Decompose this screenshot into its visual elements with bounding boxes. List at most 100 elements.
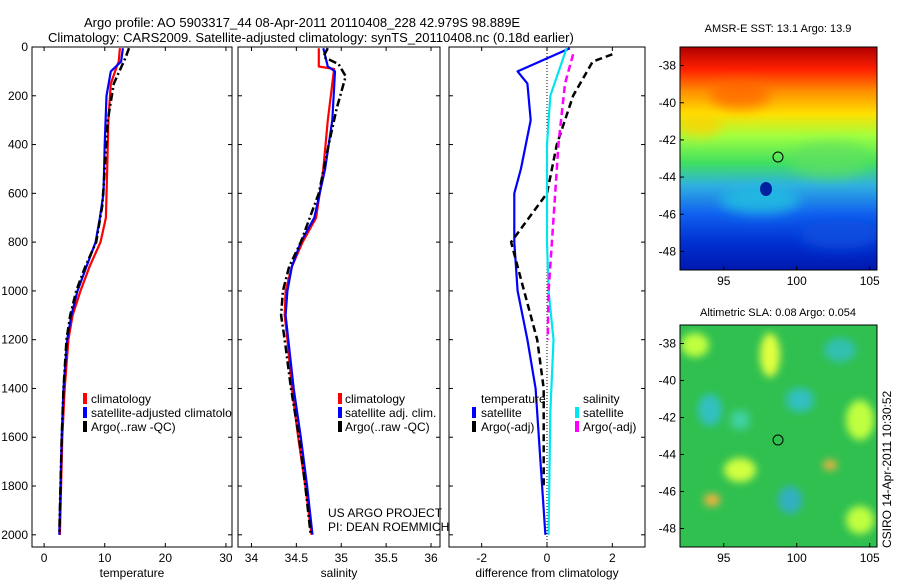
sla-map-title: Altimetric SLA: 0.08 Argo: 0.054 [700,307,856,319]
y-tick-label: 1000 [1,284,28,298]
series-line [513,47,571,535]
sst-blue-patch [800,221,877,249]
series-line [545,47,568,535]
series-line [279,47,347,535]
x-tick-label: 10 [98,551,112,565]
map-y-tick-label: -38 [659,337,677,351]
map-y-tick-label: -42 [659,411,677,425]
map-y-tick-label: -48 [659,522,677,536]
series-line [58,47,131,535]
y-tick-label: 2000 [1,528,28,542]
legend-label-satellite: satellite-adjusted climatolo [91,406,232,420]
legend-label-climatology: climatology [91,392,151,406]
y-tick-label: 600 [8,186,28,200]
footer-pi: PI: DEAN ROEMMICH [328,520,449,534]
legend-label-satellite: satellite adj. clim. [345,406,436,420]
map-y-tick-label: -38 [659,59,677,73]
sla-map-frame [679,324,878,548]
sla-yellow-patch [846,506,874,534]
sla-orange-patch [704,494,720,506]
map-y-tick-label: -48 [659,244,677,258]
sla-cyan-patch [778,486,802,514]
map-x-tick-label: 100 [787,274,807,288]
map-y-tick-label: -40 [659,374,677,388]
map-x-tick-label: 105 [860,274,880,288]
difference-legend: temperature satellite Argo(-adj) salinit… [472,392,636,434]
y-tick-label: 200 [8,89,28,103]
legend-label-argo: Argo(..raw -QC) [345,420,430,434]
x-axis-label: difference from climatology [475,566,618,580]
x-axis-label: salinity [321,566,358,580]
x-tick-label: 36 [424,551,438,565]
legend-label-climatology: climatology [345,392,405,406]
map-x-tick-label: 95 [717,274,731,288]
sla-map [680,325,877,547]
map-y-tick-label: -46 [659,485,677,499]
sla-cyan-patch [786,388,814,412]
sst-argo-marker [772,151,784,163]
x-tick-label: 2 [609,551,616,565]
legend-swatch-climatology [83,393,87,404]
map-ticks: 95 100 105 -38 -40 -42 -44 -46 -48 95 100 105 -38 -40… [659,59,880,565]
figure-title-line2: Climatology: CARS2009. Satellite-adjuste… [48,30,574,45]
axes-frame [237,46,441,548]
series-line [509,53,613,486]
y-tick-label: 1200 [1,333,28,347]
temperature-legend: climatology satellite-adjusted climatolo… [83,392,232,434]
legend-label-argo: Argo(..raw -QC) [91,420,176,434]
sst-map-frame [679,46,878,271]
map-y-tick-label: -44 [659,170,677,184]
salinity-panel: 34 34.5 35 35.5 36 salinity [237,46,441,580]
figure-title-line1: Argo profile: AO 5903317_44 08-Apr-2011 … [84,15,520,30]
map-y-tick-label: -46 [659,207,677,221]
y-tick-label: 1800 [1,479,28,493]
legend-label-sal-argo: Argo(-adj) [583,420,636,434]
legend-swatch-satellite [83,407,87,418]
footer-project: US ARGO PROJECT [328,506,443,520]
sst-green-patch [790,142,870,178]
legend-swatch-temp-satellite [472,407,476,418]
legend-swatch-climatology [338,393,342,404]
y-tick-label: 0 [21,40,28,54]
sst-warm-patch [710,81,770,109]
legend-title-salinity: salinity [583,392,620,406]
sst-map [680,47,877,270]
map-x-tick-label: 105 [860,551,880,565]
legend-label-sal-satellite: satellite [583,406,624,420]
legend-swatch-satellite [338,407,342,418]
legend-label-temp-satellite: satellite [481,406,522,420]
map-y-tick-label: -40 [659,96,677,110]
sla-yellow-patch [681,333,709,357]
x-tick-label: 34 [245,551,259,565]
map-y-tick-label: -44 [659,448,677,462]
y-tick-label: 1400 [1,381,28,395]
sla-cyan-patch [824,338,856,362]
sla-yellow-patch [846,400,874,440]
map-y-tick-label: -42 [659,133,677,147]
legend-swatch-argo [338,421,342,432]
x-tick-label: -2 [476,551,487,565]
legend-label-temp-argo: Argo(-adj) [481,420,534,434]
sst-cyan-tongue [720,186,800,214]
sla-argo-marker [772,434,784,446]
x-tick-label: 0 [41,551,48,565]
axes-frame [31,46,233,548]
map-x-tick-label: 100 [787,551,807,565]
legend-swatch-sal-argo [575,421,579,432]
x-axis-label: temperature [100,566,165,580]
sla-orange-patch [823,460,837,470]
side-stamp: CSIRO 14-Apr-2011 10:30:52 [880,390,894,548]
salinity-legend: climatology satellite adj. clim. Argo(..… [338,392,436,434]
sla-cyan-patch [730,410,750,430]
x-tick-label: 20 [159,551,173,565]
x-tick-label: 35.5 [374,551,398,565]
x-tick-label: 34.5 [285,551,309,565]
sla-cyan-patch [698,394,722,426]
sst-cold-eddy [760,182,772,196]
sst-yellow-patch [680,113,722,137]
x-tick-label: 35 [335,551,349,565]
y-tick-label: 1600 [1,430,28,444]
x-tick-label: 0 [544,551,551,565]
